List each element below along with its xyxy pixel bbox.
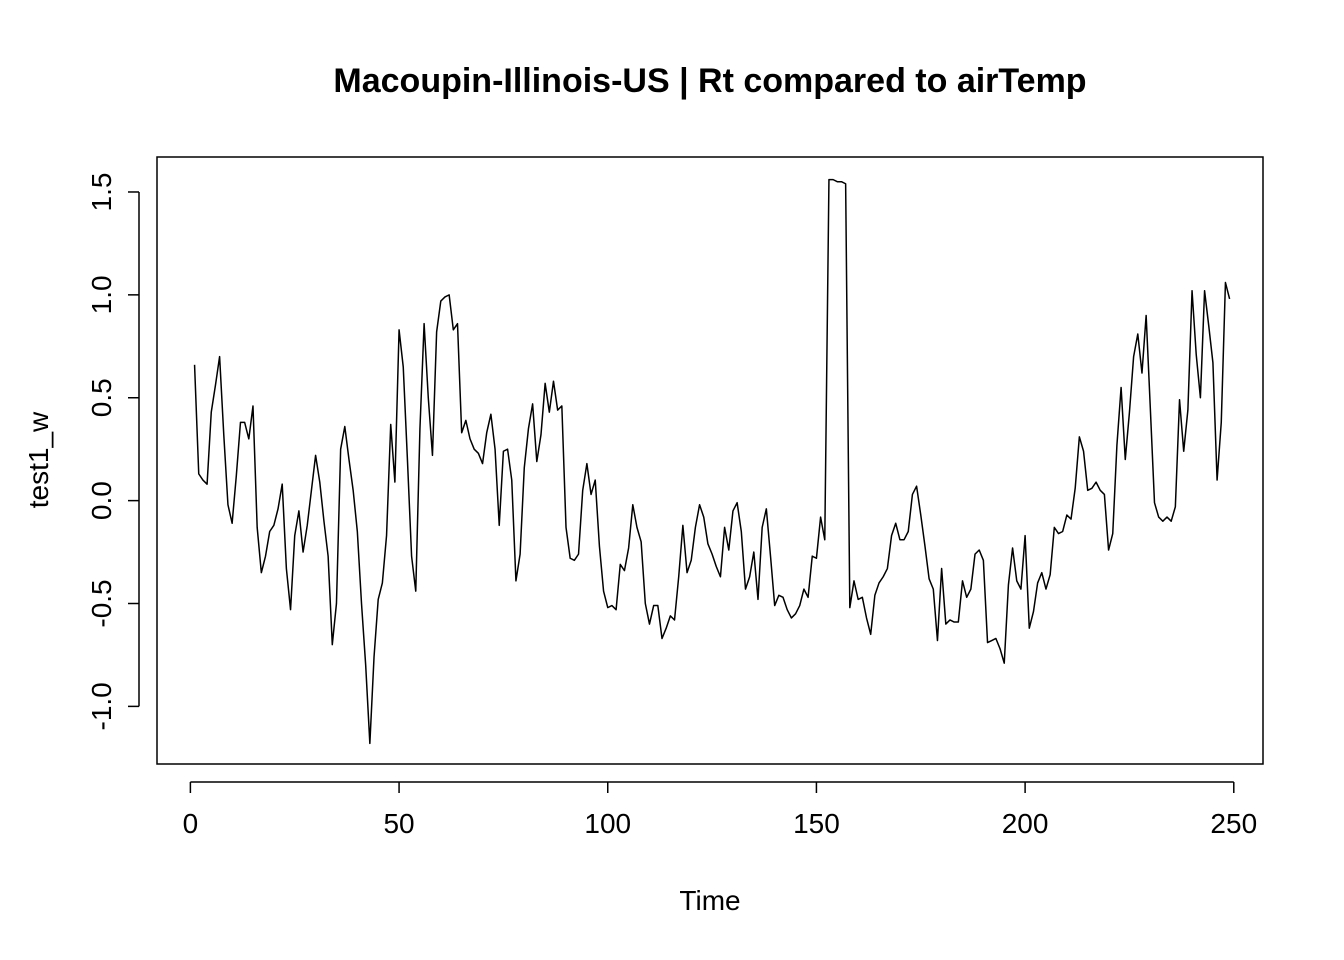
x-tick-label: 50 — [383, 808, 414, 839]
x-tick-label: 0 — [183, 808, 199, 839]
y-tick-label: -0.5 — [86, 579, 117, 627]
plot-area-frame — [156, 156, 1264, 765]
y-tick-label: 1.5 — [86, 173, 117, 212]
x-axis-title: Time — [679, 885, 740, 916]
x-axis: 0 50 100 150 200 250 — [183, 781, 1257, 839]
y-axis: -1.0 -0.5 0.0 0.5 1.0 1.5 — [86, 173, 140, 731]
x-tick-label: 100 — [584, 808, 631, 839]
x-tick-label: 250 — [1210, 808, 1257, 839]
series-line — [193, 178, 1231, 745]
x-tick-label: 200 — [1002, 808, 1049, 839]
chart-title: Macoupin-Illinois-US | Rt compared to ai… — [333, 62, 1086, 100]
y-axis-title: test1_w — [23, 411, 54, 508]
y-tick-label: 0.5 — [86, 378, 117, 417]
y-tick-label: 0.0 — [86, 481, 117, 520]
y-tick-label: -1.0 — [86, 682, 117, 730]
x-tick-label: 150 — [793, 808, 840, 839]
y-tick-label: 1.0 — [86, 275, 117, 314]
